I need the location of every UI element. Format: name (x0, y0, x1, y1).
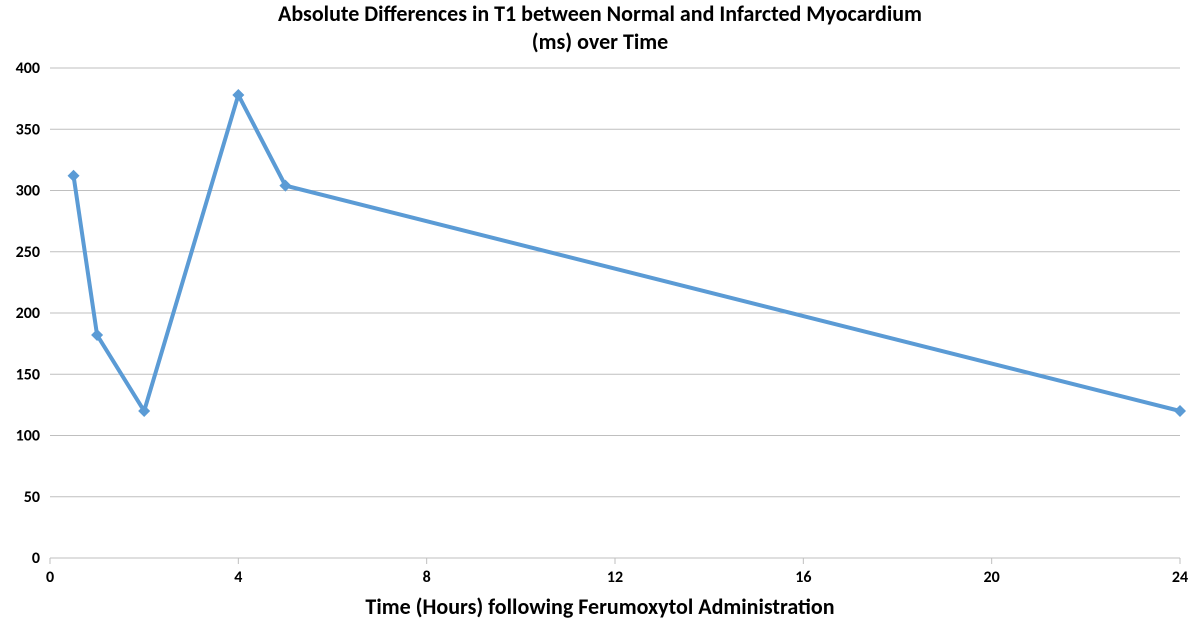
x-tick-label: 16 (795, 568, 811, 587)
chart-title-line2: (ms) over Time (0, 28, 1200, 56)
x-tick-label: 8 (423, 568, 431, 587)
chart-container: Absolute Differences in T1 between Norma… (0, 0, 1200, 641)
y-tick-label: 0 (32, 549, 40, 568)
y-tick-label: 300 (16, 182, 40, 201)
series-line (74, 95, 1180, 411)
y-tick-label: 50 (24, 488, 40, 507)
y-tick-label: 100 (16, 427, 40, 446)
data-marker (1174, 405, 1186, 417)
chart-title: Absolute Differences in T1 between Norma… (0, 0, 1200, 55)
x-tick-label: 0 (46, 568, 54, 587)
y-tick-label: 200 (16, 304, 40, 323)
data-marker (68, 170, 80, 182)
x-tick-label: 24 (1172, 568, 1188, 587)
x-axis-title: Time (Hours) following Ferumoxytol Admin… (0, 593, 1200, 620)
chart-svg: 05010015020025030035040004812162024 (50, 68, 1180, 558)
x-tick-label: 12 (607, 568, 623, 587)
y-tick-label: 250 (16, 243, 40, 262)
y-tick-label: 150 (16, 365, 40, 384)
x-tick-label: 4 (234, 568, 242, 587)
y-tick-label: 400 (16, 59, 40, 78)
y-tick-label: 350 (16, 120, 40, 139)
chart-title-line1: Absolute Differences in T1 between Norma… (0, 0, 1200, 28)
x-tick-label: 20 (984, 568, 1000, 587)
plot-area: 05010015020025030035040004812162024 (50, 68, 1180, 558)
